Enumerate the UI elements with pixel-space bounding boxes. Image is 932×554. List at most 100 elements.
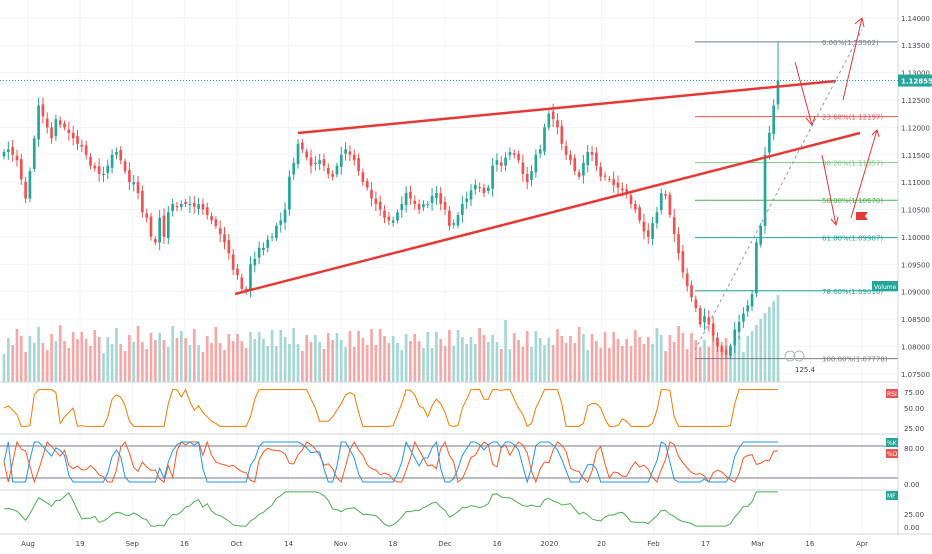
candle-body [435, 193, 438, 199]
price-tick-label: 1.13500 [901, 42, 930, 50]
candle-body [456, 214, 460, 226]
fib-level-label: 50.00%(1.10670) [822, 197, 883, 205]
candle-body [573, 158, 577, 172]
candle-body [28, 171, 32, 199]
volume-bar [504, 320, 507, 382]
candle-body [262, 247, 265, 251]
candle-body [616, 182, 620, 188]
volume-bar [231, 341, 235, 382]
volume-bar [534, 331, 538, 382]
stoch-d-line [3, 440, 779, 484]
candle-body [365, 181, 369, 188]
candle-body [569, 154, 572, 161]
volume-bar [759, 319, 763, 382]
candle-body [742, 313, 745, 322]
candle-body [677, 234, 680, 254]
candle-body [84, 145, 88, 155]
rsi-line [3, 388, 778, 428]
candle-body [352, 154, 356, 161]
volume-bar [681, 333, 685, 382]
volume-bar [141, 342, 144, 382]
candle-body [612, 179, 616, 185]
candle-body [296, 143, 300, 165]
candles [2, 41, 780, 359]
candle-body [236, 268, 239, 276]
volume-bar [694, 340, 698, 382]
price-tick-label: 1.08000 [901, 343, 930, 351]
candle-body [586, 152, 590, 166]
candle-body [551, 111, 555, 120]
volume-bar [15, 329, 19, 382]
candle-body [370, 189, 373, 199]
candle-body [97, 166, 101, 174]
time-tick-label: 17 [701, 540, 710, 548]
candle-body [482, 187, 486, 194]
volume-bar [551, 345, 555, 382]
volume-bar [417, 341, 421, 382]
volume-bar [313, 335, 317, 382]
candle-body [240, 277, 244, 289]
volume-bar [197, 345, 200, 382]
time-tick-label: 2020 [540, 540, 558, 548]
volume-bar [569, 336, 572, 382]
candle-body [136, 182, 140, 194]
volume-bar [409, 341, 412, 382]
price-tick-label: 1.14000 [901, 15, 930, 23]
time-axis[interactable]: Aug 19 Sep 16 Oct 14 Nov 18 Dec 16 2020 20 Feb 17 Mar 1… [0, 533, 932, 548]
volume-bar [724, 338, 728, 382]
time-tick-label: Feb [647, 540, 660, 548]
event-icon [784, 350, 796, 362]
volume-bar [348, 331, 352, 382]
candle-body [664, 194, 667, 196]
volume-bars [2, 295, 780, 382]
candle-body [63, 123, 66, 128]
volume-bar [19, 336, 23, 382]
candle-body [577, 172, 581, 177]
candle-body [197, 204, 200, 209]
drawings: 125.4 [234, 17, 880, 374]
volume-bar [430, 348, 434, 382]
volume-bar [664, 351, 667, 382]
candle-body [422, 204, 425, 208]
volume-bar [564, 343, 568, 382]
volume-bar [244, 348, 248, 382]
arrow-up-2 [850, 129, 878, 219]
volume-bar [742, 352, 745, 382]
volume-bar [154, 340, 157, 382]
candle-body [642, 221, 646, 232]
candle-body [128, 170, 131, 183]
flag-icon [856, 212, 868, 220]
volume-bar [370, 329, 373, 382]
event-icon [793, 350, 805, 362]
candle-body [547, 113, 551, 128]
volume-bar [668, 335, 672, 382]
volume-bar [275, 346, 278, 382]
volume-bar [633, 330, 637, 382]
candle-body [231, 254, 235, 270]
candle-body [58, 120, 62, 125]
time-tick-label: 20 [597, 540, 606, 548]
fib-level-label: 78.60%(1.09016) [822, 288, 883, 296]
candle-body [426, 204, 430, 206]
stoch-d-tag [886, 449, 898, 458]
volume-bar [716, 338, 719, 382]
volume-bar [361, 338, 365, 382]
candle-body [681, 251, 685, 273]
candle-body [543, 127, 546, 152]
volume-bar [525, 331, 529, 382]
candle-body [672, 217, 676, 235]
candle-body [318, 160, 321, 165]
time-tick-label: 14 [284, 540, 293, 548]
candle-body [759, 225, 763, 245]
candle-body [275, 225, 278, 238]
volume-bar [305, 335, 309, 382]
mfi-line [3, 491, 778, 527]
volume-bar [426, 332, 430, 382]
volume-bar [486, 342, 490, 382]
volume-bar [711, 331, 715, 382]
indicator-panes [0, 381, 932, 535]
candle-body [582, 162, 585, 176]
volume-bar [478, 328, 481, 382]
